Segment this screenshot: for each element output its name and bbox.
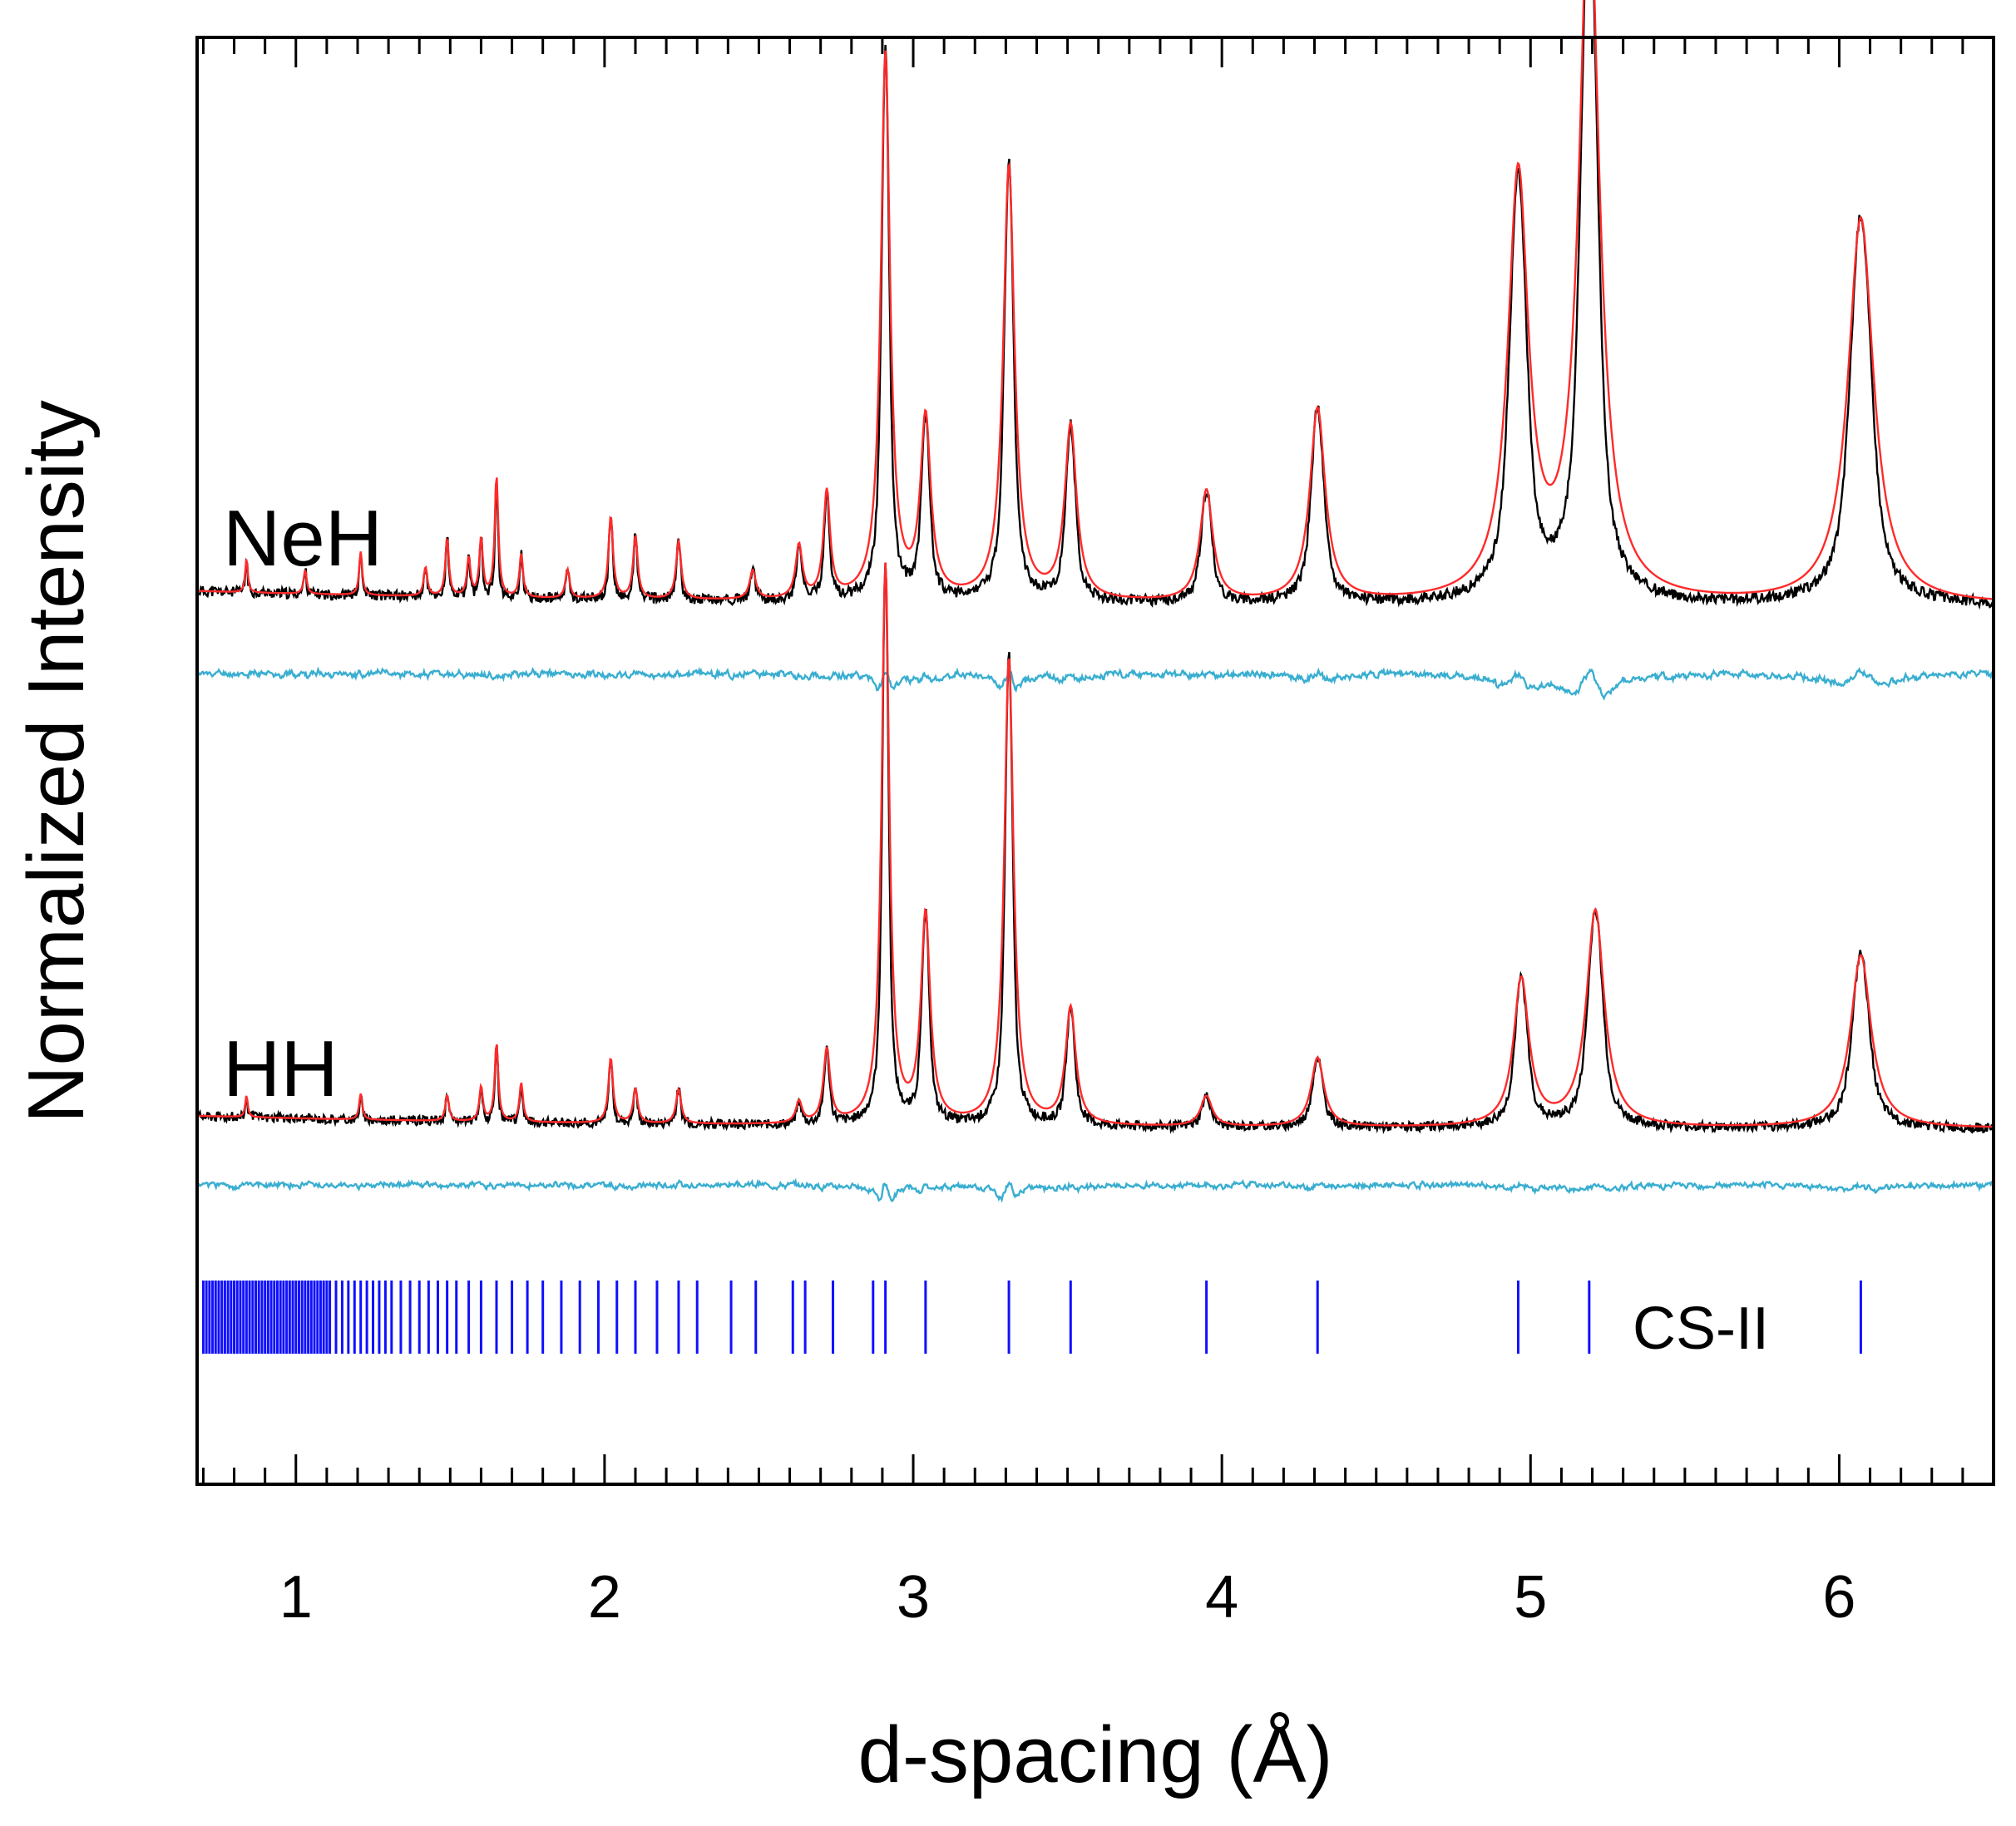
x-tick-labels: 1 2 3 4 5 6 <box>279 1564 1856 1631</box>
y-axis-label: Normalized Intensity <box>12 400 101 1123</box>
neh-observed-line <box>195 0 1995 610</box>
hh-observed-line <box>195 562 1995 1135</box>
pattern-label-hh: HH <box>223 1024 338 1113</box>
neh-calculated-line <box>197 0 1994 600</box>
pattern-label-neh: NeH <box>223 494 383 583</box>
hh-difference-line <box>196 1177 1994 1203</box>
x-tick-label-5: 5 <box>1514 1564 1547 1631</box>
reflection-label: CS-II <box>1633 1295 1769 1362</box>
series-layer <box>195 0 1995 1203</box>
reflection-markers <box>201 1281 1862 1354</box>
x-tick-label-4: 4 <box>1205 1564 1238 1631</box>
x-axis-label: d-spacing (Å) <box>858 1710 1333 1799</box>
plot-frame <box>195 36 1995 1486</box>
x-tick-label-6: 6 <box>1822 1564 1855 1631</box>
hh-calculated-line <box>196 562 1994 1128</box>
neh-difference-line <box>195 666 1994 701</box>
minor-ticks <box>201 37 1995 1484</box>
x-tick-label-3: 3 <box>897 1564 930 1631</box>
x-tick-label-2: 2 <box>588 1564 621 1631</box>
x-tick-label-1: 1 <box>279 1564 313 1631</box>
major-ticks <box>294 37 1841 1484</box>
